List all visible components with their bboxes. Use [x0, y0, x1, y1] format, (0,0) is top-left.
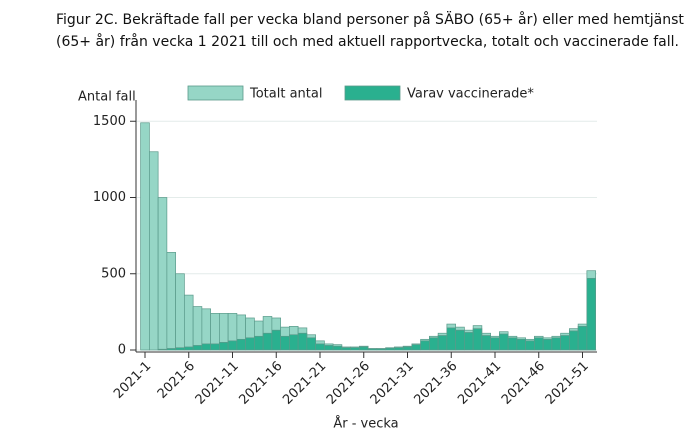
- bar: [271, 329, 281, 351]
- bar: [350, 347, 360, 351]
- bar: [192, 306, 203, 351]
- bar: [577, 326, 588, 351]
- y-tick-label: 1000: [93, 190, 126, 205]
- bar: [385, 347, 395, 351]
- bar: [306, 337, 316, 351]
- bar: [140, 122, 150, 351]
- bar: [534, 337, 544, 351]
- bar: [394, 347, 404, 351]
- bar: [402, 346, 413, 351]
- bar: [507, 337, 518, 351]
- bar: [367, 348, 378, 351]
- bar: [280, 335, 290, 351]
- x-tick-label: 2021-11: [193, 359, 242, 408]
- legend-label: Totalt antal: [249, 87, 322, 102]
- bar: [464, 332, 474, 351]
- bar: [175, 347, 185, 351]
- bar: [254, 335, 264, 351]
- bar: [157, 348, 168, 351]
- bar: [149, 151, 159, 351]
- bar: [219, 342, 229, 351]
- bar: [472, 328, 483, 351]
- x-tick-label: 2021-6: [155, 359, 198, 402]
- bar: [315, 343, 325, 351]
- y-tick-label: 1500: [93, 114, 126, 129]
- bar: [551, 337, 561, 351]
- y-tick-label: 500: [101, 266, 126, 281]
- bar: [289, 334, 299, 351]
- x-tick-label: 2021-51: [543, 359, 592, 408]
- bar: [341, 347, 351, 351]
- bar: [332, 345, 343, 351]
- bar: [227, 340, 238, 351]
- x-tick-label: 2021-41: [455, 359, 504, 408]
- x-tick-label: 2021-31: [368, 359, 417, 408]
- bar: [586, 277, 596, 351]
- legend-swatch: [187, 85, 244, 101]
- bar: [420, 340, 430, 351]
- x-tick-label: 2021-46: [499, 359, 548, 408]
- bar: [192, 345, 203, 351]
- legend-label: Varav vaccinerade*: [407, 87, 534, 102]
- bar: [201, 343, 211, 351]
- y-axis-label: Antal fall: [78, 90, 136, 105]
- bar: [324, 345, 334, 351]
- bar: [297, 332, 308, 351]
- x-tick-label: 2021-16: [237, 359, 286, 408]
- bar: [166, 252, 176, 351]
- bar: [157, 197, 168, 351]
- bar: [210, 343, 220, 351]
- bar: [490, 337, 500, 351]
- x-axis-label: År - vecka: [333, 416, 398, 432]
- chart-title: Figur 2C. Bekräftade fall per vecka blan…: [56, 10, 684, 28]
- bar: [516, 338, 526, 351]
- bar: [560, 335, 570, 351]
- y-tick-label: 0: [118, 343, 126, 358]
- bar: [262, 332, 273, 351]
- bar: [184, 346, 194, 351]
- bar: [184, 294, 194, 351]
- bar: [166, 348, 176, 351]
- bar: [569, 330, 579, 351]
- bar: [481, 335, 491, 351]
- bar: [175, 273, 185, 351]
- bar: [437, 335, 448, 351]
- bar: [376, 348, 386, 351]
- bar: [525, 340, 535, 351]
- bar: [245, 337, 255, 351]
- legend-swatch: [344, 85, 401, 101]
- x-tick-label: 2021-26: [324, 359, 373, 408]
- bar: [236, 338, 246, 351]
- bar: [429, 337, 439, 351]
- bar: [542, 338, 553, 351]
- x-tick-label: 2021-1: [111, 359, 154, 402]
- x-tick-label: 2021-21: [280, 359, 329, 408]
- bar: [411, 344, 421, 351]
- x-tick-label: 2021-36: [412, 359, 461, 408]
- bar: [446, 327, 456, 351]
- bar: [359, 346, 369, 351]
- bar: [455, 329, 465, 351]
- bar: [499, 333, 509, 351]
- chart-title: (65+ år) från vecka 1 2021 till och med …: [56, 33, 679, 50]
